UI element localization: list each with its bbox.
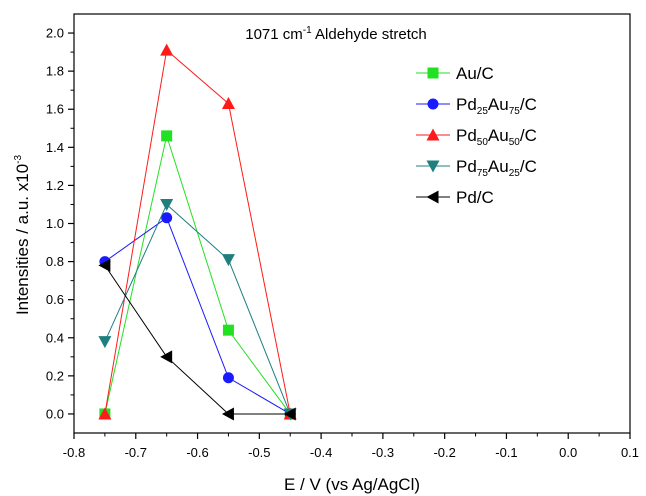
y-tick-label: 1.6	[46, 102, 64, 117]
y-tick-label: 0.4	[46, 330, 64, 345]
data-point-triangle-left	[160, 350, 173, 364]
x-axis-title: E / V (vs Ag/AgCl)	[284, 475, 420, 494]
legend-label: Pd/C	[456, 188, 494, 207]
legend-item: Pd75Au25/C	[416, 157, 537, 179]
y-tick-label: 1.2	[46, 178, 64, 193]
data-point-triangle-up	[98, 407, 112, 420]
data-point-triangle-left	[426, 190, 439, 204]
chart-title-suffix: Aldehyde stretch	[312, 26, 427, 43]
y-axis-title-main: Intensities / a.u. x10	[13, 164, 32, 315]
x-tick-label: -0.2	[433, 445, 455, 460]
x-tick-label: -0.4	[310, 445, 332, 460]
data-point-circle	[222, 372, 234, 384]
data-point-triangle-left	[98, 258, 111, 272]
legend-item: Pd25Au75/C	[416, 95, 537, 117]
axis-layer: -0.8 -0.7 -0.6 -0.5 -0.4 -0.3 -0.2 -0.1 0.0 0.1 0.…	[46, 26, 639, 460]
series-layer	[98, 43, 297, 421]
x-tick-label: 0.0	[559, 445, 577, 460]
x-tick-label: -0.1	[495, 445, 517, 460]
x-tick-label: -0.5	[248, 445, 270, 460]
data-point-triangle-left	[283, 407, 296, 421]
legend-item: Pd/C	[416, 188, 494, 207]
y-tick-label: 0.2	[46, 368, 64, 383]
chart-title-prefix: 1071 cm	[245, 26, 303, 43]
data-point-triangle-down	[221, 254, 235, 267]
data-point-triangle-up	[160, 43, 174, 56]
data-point-triangle-down	[426, 160, 440, 173]
series-line	[104, 133, 291, 415]
legend-label: Pd25Au75/C	[456, 95, 537, 117]
y-tick-label: 1.0	[46, 216, 64, 231]
x-tick-label: -0.3	[372, 445, 394, 460]
series-line	[104, 217, 291, 415]
legend-item: Pd50Au50/C	[416, 126, 537, 148]
y-axis-title-superscript: -3	[13, 155, 24, 164]
series-line	[104, 203, 291, 415]
y-tick-label: 1.8	[46, 64, 64, 79]
data-point-triangle-up	[426, 128, 440, 141]
legend-item: Au/C	[416, 64, 494, 83]
y-tick-label: 2.0	[46, 26, 64, 41]
series-1	[99, 212, 296, 420]
x-tick-label: -0.8	[63, 445, 85, 460]
x-tick-label: -0.6	[186, 445, 208, 460]
series-4	[98, 258, 296, 421]
data-point-triangle-down	[160, 198, 174, 211]
data-point-triangle-left	[221, 407, 234, 421]
chart-title: 1071 cm-1 Aldehyde stretch	[245, 25, 427, 43]
series-line	[104, 49, 291, 415]
data-point-square	[161, 130, 173, 142]
legend-label: Pd50Au50/C	[456, 126, 537, 148]
data-point-circle	[427, 98, 439, 110]
legend: Au/C Pd25Au75/C Pd50Au50/C Pd75Au25/C Pd/C	[416, 64, 537, 207]
y-tick-label: 0.6	[46, 292, 64, 307]
legend-label: Au/C	[456, 64, 494, 83]
data-point-triangle-down	[98, 336, 112, 349]
chart-title-superscript: -1	[303, 25, 312, 36]
data-point-square	[427, 67, 439, 79]
y-axis-title: Intensities / a.u. x10-3	[13, 155, 32, 316]
data-point-triangle-up	[221, 97, 235, 110]
x-tick-label: 0.1	[621, 445, 639, 460]
plot-frame	[73, 13, 631, 434]
y-tick-label: 0.0	[46, 406, 64, 421]
series-2	[98, 43, 297, 420]
data-point-square	[222, 324, 234, 336]
legend-label: Pd75Au25/C	[456, 157, 537, 179]
y-tick-label: 0.8	[46, 254, 64, 269]
x-tick-label: -0.7	[125, 445, 147, 460]
series-line	[104, 265, 291, 415]
data-point-circle	[161, 212, 173, 224]
y-tick-label: 1.4	[46, 140, 64, 155]
